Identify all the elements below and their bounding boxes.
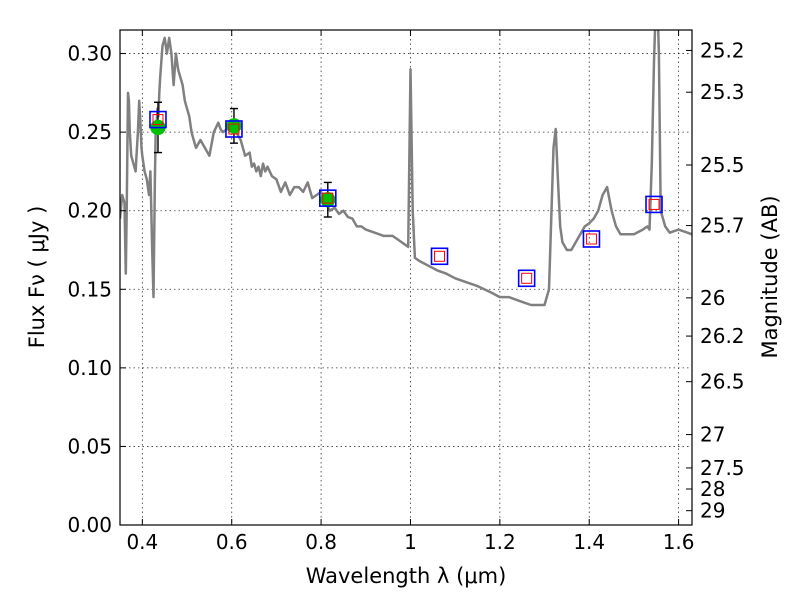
y-axis: 0.00 0.05 0.10 0.15 0.20 0.25 0.30 xyxy=(67,42,126,537)
x-axis: 0.4 0.6 0.8 1 1.2 1.4 1.6 xyxy=(126,30,695,554)
y-axis-label: Flux Fν ( μJy ) xyxy=(25,206,49,349)
y-tick-label: 0.20 xyxy=(67,199,112,223)
magnitude-tick-label: 25.3 xyxy=(700,80,745,104)
x-tick-label: 1.2 xyxy=(484,530,516,554)
model-flux-marker xyxy=(517,269,536,288)
y-tick-label: 0.15 xyxy=(67,277,112,301)
magnitude-tick-label: 27 xyxy=(700,423,725,447)
model-flux-markers xyxy=(149,110,663,288)
x-tick-label: 0.8 xyxy=(305,530,337,554)
magnitude-tick-label: 26.2 xyxy=(700,324,745,348)
x-tick-label: 0.6 xyxy=(216,530,248,554)
magnitude-axis-label: Magnitude (AB) xyxy=(758,195,782,358)
x-tick-label: 1.6 xyxy=(663,530,695,554)
model-flux-marker xyxy=(149,110,167,129)
magnitude-tick-label: 28 xyxy=(700,477,725,501)
magnitude-tick-label: 25.5 xyxy=(700,153,745,177)
magnitude-tick-label: 25.7 xyxy=(700,214,745,238)
x-tick-label: 1.4 xyxy=(573,530,605,554)
plot-area xyxy=(120,30,692,307)
model-flux-marker xyxy=(645,195,663,214)
model-flux-marker xyxy=(225,120,243,138)
y-tick-label: 0.30 xyxy=(67,42,112,66)
model-flux-marker xyxy=(582,230,601,248)
model-flux-inner-marker xyxy=(434,250,446,262)
y-tick-label: 0.25 xyxy=(67,120,112,144)
magnitude-tick-label: 25.2 xyxy=(700,38,745,62)
y-tick-label: 0.05 xyxy=(67,434,112,458)
magnitude-tick-label: 26.5 xyxy=(700,370,745,394)
magnitude-tick-label: 29 xyxy=(700,499,725,523)
y-tick-label: 0.00 xyxy=(67,513,112,537)
model-flux-inner-marker xyxy=(585,233,597,245)
model-flux-inner-marker xyxy=(228,123,240,135)
model-flux-marker xyxy=(318,189,337,207)
y-tick-label: 0.10 xyxy=(67,356,112,380)
model-flux-inner-marker xyxy=(152,114,164,126)
model-flux-marker xyxy=(430,247,449,266)
x-axis-label: Wavelength λ (μm) xyxy=(306,564,507,588)
plot-frame xyxy=(119,29,693,526)
model-flux-inner-marker xyxy=(648,198,660,210)
x-tick-label: 0.4 xyxy=(126,530,158,554)
x-tick-label: 1 xyxy=(404,530,417,554)
model-flux-inner-marker xyxy=(521,272,533,284)
model-flux-inner-marker xyxy=(322,192,334,204)
magnitude-tick-label: 27.5 xyxy=(700,456,745,480)
magnitude-tick-label: 26 xyxy=(700,286,725,310)
